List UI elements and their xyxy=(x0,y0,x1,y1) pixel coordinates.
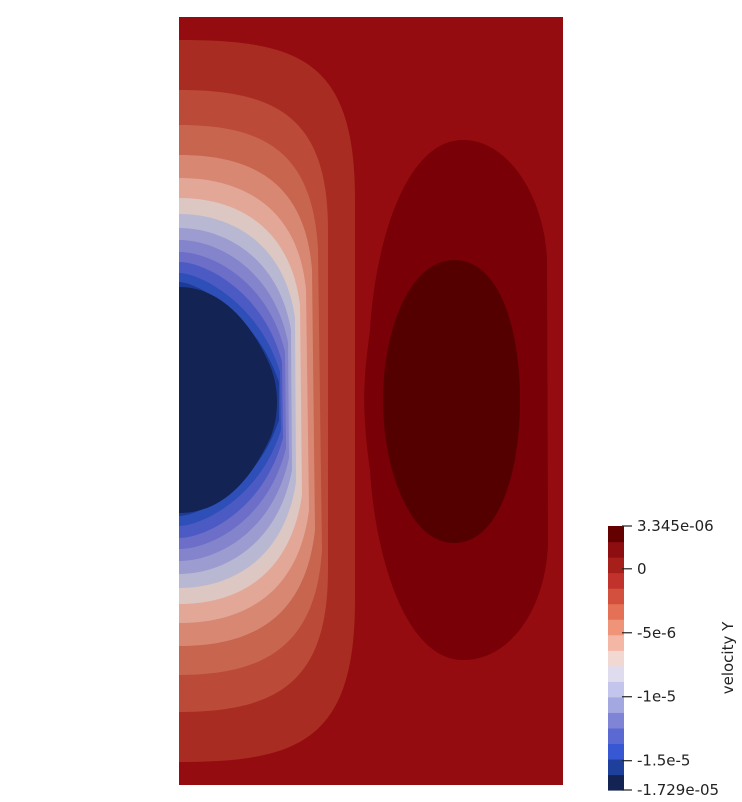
colorbar-swatch xyxy=(608,681,624,698)
colorbar-swatch xyxy=(608,572,624,589)
colorbar-swatch xyxy=(608,526,624,543)
colorbar-swatch xyxy=(608,557,624,574)
colorbar-swatch xyxy=(608,712,624,729)
colorbar-swatch xyxy=(608,619,624,636)
colorbar-swatch xyxy=(608,541,624,558)
colorbar-swatch xyxy=(608,603,624,620)
colorbar-tick-label: -5e-6 xyxy=(637,624,676,642)
colorbar-title: velocity Y xyxy=(719,621,737,694)
colorbar-tick-label: -1.729e-05 xyxy=(637,781,719,799)
colorbar-tick-label: -1.5e-5 xyxy=(637,752,690,770)
colorbar-swatch xyxy=(608,650,624,667)
colorbar-tick-label: 3.345e-06 xyxy=(637,517,714,535)
colorbar-tick-label: -1e-5 xyxy=(637,688,676,706)
colorbar-swatch xyxy=(608,743,624,760)
colorbar-tick-label: 0 xyxy=(637,560,647,578)
colorbar-swatch xyxy=(608,758,624,776)
contour-band-right-core xyxy=(383,260,520,543)
colorbar-swatch xyxy=(608,588,624,605)
colorbar-swatch xyxy=(608,665,624,682)
colorbar: 3.345e-06 0 -5e-6 -1e-5 -1.5e-5 -1.729e-05 vel… xyxy=(608,517,737,799)
colorbar-swatch xyxy=(608,634,624,651)
colorbar-swatch xyxy=(608,727,624,745)
colorbar-swatch xyxy=(608,774,624,791)
contour-band-left-core xyxy=(179,287,277,513)
colorbar-swatch xyxy=(608,696,624,713)
contour-field xyxy=(179,17,563,785)
